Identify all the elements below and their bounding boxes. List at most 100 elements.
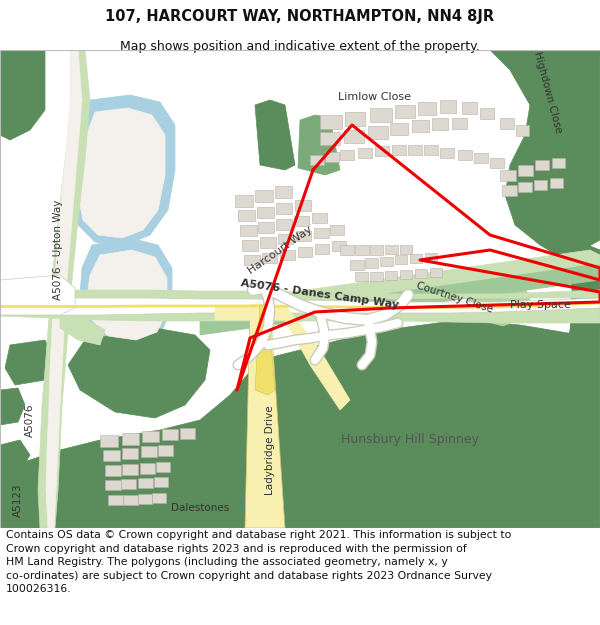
Polygon shape: [555, 240, 600, 480]
Bar: [122, 448, 138, 459]
Text: 107, HARCOURT WAY, NORTHAMPTON, NN4 8JR: 107, HARCOURT WAY, NORTHAMPTON, NN4 8JR: [106, 9, 494, 24]
Bar: [355, 245, 369, 255]
Bar: [312, 213, 327, 223]
Text: Limlow Close: Limlow Close: [338, 92, 412, 102]
Bar: [262, 253, 277, 263]
Bar: [500, 170, 516, 181]
Bar: [385, 245, 398, 254]
Bar: [355, 272, 368, 281]
Text: Map shows position and indicative extent of the property.: Map shows position and indicative extent…: [120, 40, 480, 53]
Bar: [412, 120, 429, 132]
Bar: [122, 464, 138, 475]
Polygon shape: [68, 328, 210, 418]
Polygon shape: [245, 305, 285, 528]
Bar: [235, 195, 253, 207]
Bar: [314, 228, 329, 238]
Bar: [425, 253, 437, 262]
Bar: [462, 102, 477, 114]
Bar: [392, 145, 406, 155]
Bar: [140, 463, 155, 474]
Text: Courtney Close: Courtney Close: [415, 281, 494, 315]
Bar: [344, 130, 364, 143]
Text: Contains OS data © Crown copyright and database right 2021. This information is : Contains OS data © Crown copyright and d…: [6, 530, 511, 594]
Bar: [415, 269, 427, 278]
Bar: [480, 108, 494, 119]
Polygon shape: [298, 115, 340, 175]
Bar: [238, 210, 255, 221]
Bar: [390, 123, 408, 135]
Bar: [103, 450, 120, 461]
Polygon shape: [78, 108, 165, 238]
Polygon shape: [0, 290, 600, 302]
Bar: [108, 495, 123, 505]
Bar: [400, 245, 412, 254]
Bar: [242, 240, 258, 251]
Bar: [260, 237, 276, 248]
Bar: [370, 245, 383, 255]
Bar: [350, 260, 364, 270]
Text: A5076 - Danes Camp Way: A5076 - Danes Camp Way: [240, 278, 400, 310]
Polygon shape: [255, 305, 275, 395]
Bar: [122, 433, 139, 445]
Bar: [280, 250, 295, 260]
Bar: [100, 435, 118, 447]
Bar: [156, 462, 170, 472]
Bar: [452, 118, 467, 129]
Bar: [395, 255, 407, 264]
Bar: [275, 186, 292, 198]
Bar: [240, 225, 257, 236]
Bar: [500, 118, 514, 129]
Bar: [516, 125, 529, 136]
Bar: [105, 480, 121, 490]
Polygon shape: [80, 238, 172, 345]
Bar: [418, 102, 436, 115]
Bar: [370, 108, 392, 122]
Text: Play Space: Play Space: [509, 300, 571, 310]
Bar: [368, 126, 388, 139]
Polygon shape: [200, 250, 600, 320]
Polygon shape: [0, 50, 45, 140]
Bar: [138, 494, 152, 504]
Polygon shape: [468, 272, 530, 326]
Bar: [310, 155, 324, 165]
Bar: [276, 219, 292, 230]
Bar: [518, 182, 532, 192]
Bar: [142, 431, 159, 442]
Text: Ladybridge Drive: Ladybridge Drive: [265, 405, 275, 495]
Bar: [400, 270, 412, 279]
Bar: [370, 272, 383, 281]
Bar: [502, 185, 517, 196]
Polygon shape: [60, 315, 105, 345]
Bar: [255, 190, 273, 202]
Polygon shape: [72, 95, 175, 245]
Bar: [458, 150, 472, 160]
Bar: [121, 479, 136, 489]
Bar: [432, 118, 448, 130]
Bar: [320, 132, 340, 145]
Bar: [105, 465, 121, 476]
Bar: [440, 148, 454, 158]
Bar: [154, 477, 168, 487]
Polygon shape: [255, 100, 295, 170]
Bar: [440, 100, 456, 113]
Bar: [158, 445, 173, 456]
Polygon shape: [215, 305, 350, 410]
Text: A5076: A5076: [25, 403, 35, 437]
Bar: [534, 180, 547, 190]
Bar: [123, 495, 138, 505]
Bar: [330, 225, 344, 235]
Text: A5076 - Upton Way: A5076 - Upton Way: [53, 200, 63, 300]
Bar: [430, 268, 442, 277]
Bar: [295, 200, 311, 211]
Bar: [325, 152, 339, 162]
Bar: [358, 148, 372, 158]
Bar: [340, 150, 354, 160]
Bar: [138, 478, 153, 488]
Bar: [375, 146, 389, 156]
Bar: [395, 105, 415, 118]
Bar: [535, 160, 549, 170]
Bar: [152, 493, 166, 503]
Bar: [320, 115, 342, 129]
Polygon shape: [0, 308, 600, 323]
Bar: [257, 207, 274, 218]
